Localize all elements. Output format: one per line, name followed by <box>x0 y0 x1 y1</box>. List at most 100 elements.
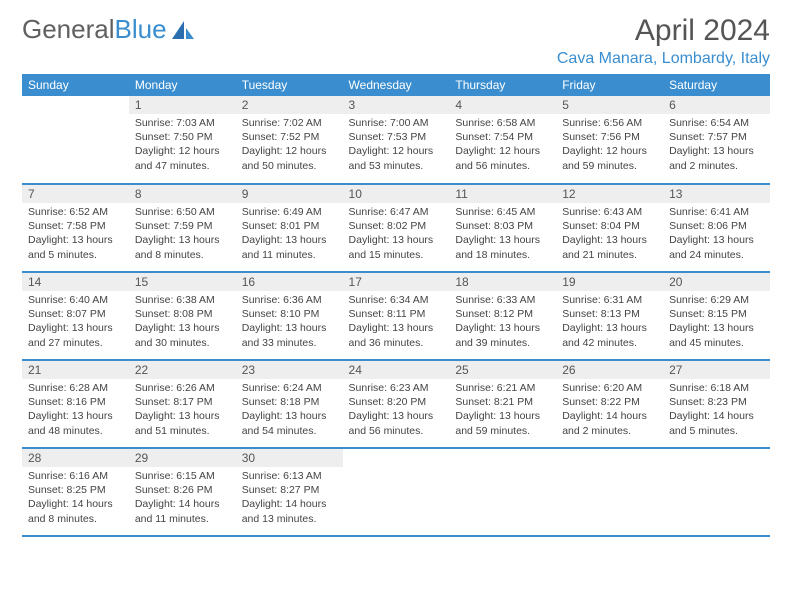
weekday-header: Sunday <box>22 74 129 96</box>
day-number: 25 <box>449 361 556 379</box>
day-number: 17 <box>343 273 450 291</box>
day-info-line: Sunrise: 6:20 AM <box>562 381 657 395</box>
day-info: Sunrise: 7:02 AMSunset: 7:52 PMDaylight:… <box>236 114 343 177</box>
day-info-line: and 5 minutes. <box>28 248 123 262</box>
day-info-line: Sunrise: 6:28 AM <box>28 381 123 395</box>
calendar-day-cell: 19Sunrise: 6:31 AMSunset: 8:13 PMDayligh… <box>556 272 663 360</box>
day-info-line: Sunset: 8:22 PM <box>562 395 657 409</box>
header: GeneralBlue April 2024 Cava Manara, Lomb… <box>22 14 770 68</box>
day-info-line: Daylight: 13 hours <box>349 409 444 423</box>
weekday-header: Saturday <box>663 74 770 96</box>
day-info-line: Daylight: 14 hours <box>28 497 123 511</box>
day-info-line: Sunset: 7:50 PM <box>135 130 230 144</box>
day-info-line: Sunrise: 6:23 AM <box>349 381 444 395</box>
day-info-line: Daylight: 13 hours <box>669 321 764 335</box>
logo-text-2: Blue <box>115 14 167 45</box>
day-number: 1 <box>129 96 236 114</box>
day-info-line: Sunrise: 6:29 AM <box>669 293 764 307</box>
day-number: 2 <box>236 96 343 114</box>
day-info-line: Sunset: 8:21 PM <box>455 395 550 409</box>
day-info-line: Sunrise: 6:50 AM <box>135 205 230 219</box>
day-info: Sunrise: 6:16 AMSunset: 8:25 PMDaylight:… <box>22 467 129 530</box>
day-number: 19 <box>556 273 663 291</box>
calendar-day-cell: 7Sunrise: 6:52 AMSunset: 7:58 PMDaylight… <box>22 184 129 272</box>
day-info-line: Sunrise: 6:40 AM <box>28 293 123 307</box>
day-number: 22 <box>129 361 236 379</box>
calendar-day-cell: 15Sunrise: 6:38 AMSunset: 8:08 PMDayligh… <box>129 272 236 360</box>
day-info-line: Sunset: 8:07 PM <box>28 307 123 321</box>
day-info-line: and 39 minutes. <box>455 336 550 350</box>
day-info-line: Daylight: 13 hours <box>135 233 230 247</box>
day-info: Sunrise: 6:58 AMSunset: 7:54 PMDaylight:… <box>449 114 556 177</box>
day-info-line: and 15 minutes. <box>349 248 444 262</box>
day-info-line: Daylight: 13 hours <box>455 233 550 247</box>
calendar-day-cell: 16Sunrise: 6:36 AMSunset: 8:10 PMDayligh… <box>236 272 343 360</box>
day-info-line: and 36 minutes. <box>349 336 444 350</box>
day-info-line: Sunrise: 6:15 AM <box>135 469 230 483</box>
day-info: Sunrise: 6:28 AMSunset: 8:16 PMDaylight:… <box>22 379 129 442</box>
day-info-line: Sunset: 8:08 PM <box>135 307 230 321</box>
calendar-day-cell: 3Sunrise: 7:00 AMSunset: 7:53 PMDaylight… <box>343 96 450 184</box>
day-info-line: Sunrise: 6:54 AM <box>669 116 764 130</box>
day-number: 3 <box>343 96 450 114</box>
day-info-line: and 45 minutes. <box>669 336 764 350</box>
day-number: 14 <box>22 273 129 291</box>
day-number: 13 <box>663 185 770 203</box>
calendar-day-cell <box>22 96 129 184</box>
day-info-line: Sunset: 8:11 PM <box>349 307 444 321</box>
day-info-line: Sunrise: 6:47 AM <box>349 205 444 219</box>
day-info-line: Daylight: 13 hours <box>562 321 657 335</box>
day-info-line: Sunset: 7:53 PM <box>349 130 444 144</box>
calendar-day-cell: 24Sunrise: 6:23 AMSunset: 8:20 PMDayligh… <box>343 360 450 448</box>
day-info: Sunrise: 6:45 AMSunset: 8:03 PMDaylight:… <box>449 203 556 266</box>
day-info: Sunrise: 6:50 AMSunset: 7:59 PMDaylight:… <box>129 203 236 266</box>
day-info-line: and 50 minutes. <box>242 159 337 173</box>
day-info-line: Sunset: 8:03 PM <box>455 219 550 233</box>
day-info-line: Sunset: 7:57 PM <box>669 130 764 144</box>
day-info-line: Sunrise: 6:26 AM <box>135 381 230 395</box>
day-number: 29 <box>129 449 236 467</box>
day-info-line: Sunrise: 6:21 AM <box>455 381 550 395</box>
day-info: Sunrise: 6:49 AMSunset: 8:01 PMDaylight:… <box>236 203 343 266</box>
day-number: 18 <box>449 273 556 291</box>
day-info: Sunrise: 6:13 AMSunset: 8:27 PMDaylight:… <box>236 467 343 530</box>
calendar-day-cell <box>343 448 450 536</box>
calendar-day-cell: 20Sunrise: 6:29 AMSunset: 8:15 PMDayligh… <box>663 272 770 360</box>
day-info-line: Daylight: 13 hours <box>349 233 444 247</box>
day-info: Sunrise: 7:03 AMSunset: 7:50 PMDaylight:… <box>129 114 236 177</box>
day-info-line: and 8 minutes. <box>135 248 230 262</box>
day-info-line: and 30 minutes. <box>135 336 230 350</box>
day-number: 20 <box>663 273 770 291</box>
day-info-line: Daylight: 12 hours <box>562 144 657 158</box>
weekday-header: Monday <box>129 74 236 96</box>
calendar-day-cell <box>449 448 556 536</box>
day-info: Sunrise: 6:18 AMSunset: 8:23 PMDaylight:… <box>663 379 770 442</box>
day-info-line: Sunrise: 6:58 AM <box>455 116 550 130</box>
calendar-day-cell: 27Sunrise: 6:18 AMSunset: 8:23 PMDayligh… <box>663 360 770 448</box>
day-info-line: Daylight: 13 hours <box>28 409 123 423</box>
calendar-day-cell: 28Sunrise: 6:16 AMSunset: 8:25 PMDayligh… <box>22 448 129 536</box>
day-info-line: Daylight: 13 hours <box>28 321 123 335</box>
day-info-line: Daylight: 13 hours <box>455 321 550 335</box>
day-info-line: Sunset: 7:59 PM <box>135 219 230 233</box>
day-info: Sunrise: 6:33 AMSunset: 8:12 PMDaylight:… <box>449 291 556 354</box>
day-info-line: Sunset: 8:18 PM <box>242 395 337 409</box>
calendar-week-row: 28Sunrise: 6:16 AMSunset: 8:25 PMDayligh… <box>22 448 770 536</box>
day-number: 10 <box>343 185 450 203</box>
day-info-line: Sunset: 8:13 PM <box>562 307 657 321</box>
day-number: 4 <box>449 96 556 114</box>
day-number: 9 <box>236 185 343 203</box>
calendar-table: Sunday Monday Tuesday Wednesday Thursday… <box>22 74 770 537</box>
day-info-line: Sunrise: 6:13 AM <box>242 469 337 483</box>
day-info-line: Daylight: 13 hours <box>242 233 337 247</box>
day-info-line: and 2 minutes. <box>562 424 657 438</box>
day-info: Sunrise: 6:26 AMSunset: 8:17 PMDaylight:… <box>129 379 236 442</box>
day-info-line: and 56 minutes. <box>455 159 550 173</box>
day-info-line: Sunrise: 6:49 AM <box>242 205 337 219</box>
day-info: Sunrise: 6:41 AMSunset: 8:06 PMDaylight:… <box>663 203 770 266</box>
day-info-line: Sunrise: 6:41 AM <box>669 205 764 219</box>
calendar-day-cell: 11Sunrise: 6:45 AMSunset: 8:03 PMDayligh… <box>449 184 556 272</box>
day-info: Sunrise: 6:34 AMSunset: 8:11 PMDaylight:… <box>343 291 450 354</box>
logo-text-1: General <box>22 14 115 45</box>
location: Cava Manara, Lombardy, Italy <box>557 50 770 68</box>
